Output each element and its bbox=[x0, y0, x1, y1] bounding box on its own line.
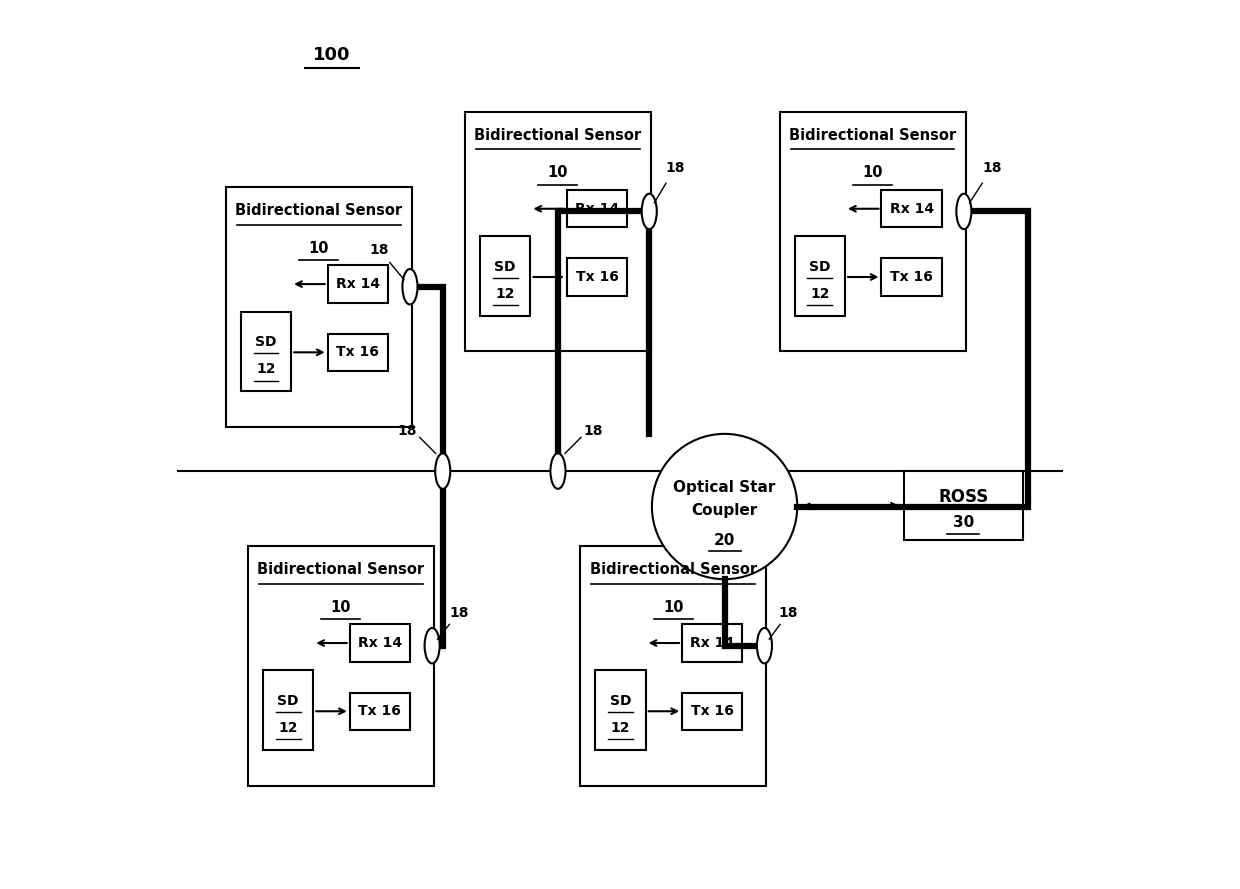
Text: Rx 14: Rx 14 bbox=[358, 636, 402, 650]
Bar bbox=[350, 624, 410, 661]
Text: Tx 16: Tx 16 bbox=[358, 704, 402, 718]
Text: Tx 16: Tx 16 bbox=[336, 345, 379, 359]
Bar bbox=[350, 693, 410, 730]
Text: 18: 18 bbox=[370, 243, 388, 257]
Text: 12: 12 bbox=[810, 286, 830, 300]
Bar bbox=[327, 333, 388, 371]
Text: 12: 12 bbox=[278, 721, 298, 735]
Bar bbox=[567, 190, 627, 228]
Text: 12: 12 bbox=[496, 286, 515, 300]
Text: Coupler: Coupler bbox=[692, 503, 758, 518]
Bar bbox=[882, 190, 941, 228]
Text: ROSS: ROSS bbox=[939, 488, 988, 507]
Bar bbox=[882, 259, 941, 296]
Text: 18: 18 bbox=[449, 606, 469, 620]
Ellipse shape bbox=[756, 628, 773, 663]
Bar bbox=[248, 547, 434, 786]
Text: SD: SD bbox=[495, 260, 516, 274]
Text: SD: SD bbox=[808, 260, 831, 274]
Text: Tx 16: Tx 16 bbox=[691, 704, 734, 718]
Bar bbox=[580, 547, 766, 786]
Text: 12: 12 bbox=[257, 362, 275, 376]
Text: 20: 20 bbox=[714, 533, 735, 548]
Text: SD: SD bbox=[255, 335, 277, 348]
Text: Bidirectional Sensor: Bidirectional Sensor bbox=[257, 563, 424, 577]
Text: 100: 100 bbox=[314, 45, 351, 63]
Text: 10: 10 bbox=[309, 241, 329, 256]
Ellipse shape bbox=[551, 453, 565, 489]
Ellipse shape bbox=[424, 628, 440, 663]
Bar bbox=[682, 693, 743, 730]
Text: SD: SD bbox=[278, 693, 299, 708]
Text: SD: SD bbox=[610, 693, 631, 708]
Bar bbox=[567, 259, 627, 296]
Ellipse shape bbox=[956, 194, 971, 229]
Text: Rx 14: Rx 14 bbox=[691, 636, 734, 650]
Text: 10: 10 bbox=[663, 599, 683, 614]
Text: Rx 14: Rx 14 bbox=[889, 202, 934, 216]
Bar bbox=[263, 670, 314, 750]
Text: Bidirectional Sensor: Bidirectional Sensor bbox=[475, 128, 641, 143]
Text: Bidirectional Sensor: Bidirectional Sensor bbox=[236, 204, 402, 219]
Bar bbox=[795, 236, 846, 316]
Bar bbox=[480, 236, 531, 316]
Bar bbox=[241, 311, 291, 391]
Text: 10: 10 bbox=[331, 599, 351, 614]
Text: 30: 30 bbox=[952, 516, 975, 531]
Bar bbox=[682, 624, 743, 661]
Ellipse shape bbox=[403, 269, 418, 304]
Text: 10: 10 bbox=[548, 165, 568, 180]
Bar bbox=[780, 112, 966, 351]
Text: Tx 16: Tx 16 bbox=[890, 270, 932, 284]
Text: Rx 14: Rx 14 bbox=[575, 202, 619, 216]
Bar bbox=[327, 266, 388, 302]
Bar bbox=[595, 670, 646, 750]
Bar bbox=[226, 188, 412, 427]
Text: Rx 14: Rx 14 bbox=[336, 277, 379, 291]
Ellipse shape bbox=[435, 453, 450, 489]
Text: Bidirectional Sensor: Bidirectional Sensor bbox=[589, 563, 756, 577]
Text: 18: 18 bbox=[665, 161, 684, 175]
Text: 18: 18 bbox=[584, 424, 603, 438]
Text: Tx 16: Tx 16 bbox=[575, 270, 619, 284]
Text: 12: 12 bbox=[610, 721, 630, 735]
Text: 18: 18 bbox=[398, 424, 417, 438]
Text: Optical Star: Optical Star bbox=[673, 479, 776, 494]
Ellipse shape bbox=[642, 194, 657, 229]
Text: 18: 18 bbox=[982, 161, 1002, 175]
Text: 10: 10 bbox=[862, 165, 883, 180]
Bar bbox=[465, 112, 651, 351]
Bar bbox=[904, 471, 1023, 541]
Text: 18: 18 bbox=[779, 606, 799, 620]
Text: Bidirectional Sensor: Bidirectional Sensor bbox=[789, 128, 956, 143]
Circle shape bbox=[652, 434, 797, 580]
